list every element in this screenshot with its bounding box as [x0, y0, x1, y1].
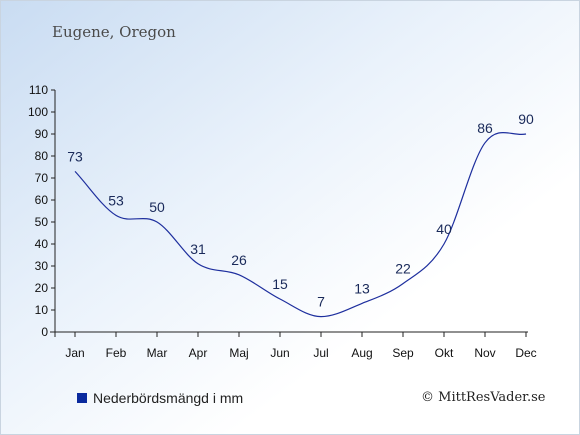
data-label: 86 [477, 120, 493, 136]
data-label: 26 [231, 252, 247, 268]
x-tick-label: Jul [313, 346, 328, 360]
data-label: 13 [354, 280, 370, 296]
x-tick-label: Aug [351, 346, 372, 360]
y-tick-label: 80 [35, 149, 49, 163]
data-label: 22 [395, 261, 411, 277]
x-tick-label: Feb [106, 346, 127, 360]
data-label: 53 [108, 192, 124, 208]
x-tick-label: Jun [270, 346, 289, 360]
y-tick-label: 100 [28, 105, 48, 119]
y-tick-label: 0 [41, 325, 48, 339]
y-tick-label: 50 [35, 215, 49, 229]
legend-label: Nederbördsmängd i mm [93, 390, 244, 406]
y-tick-label: 30 [35, 259, 49, 273]
data-label: 40 [436, 221, 452, 237]
legend: Nederbördsmängd i mm [77, 390, 243, 406]
x-tick-label: Mar [147, 346, 168, 360]
data-label: 90 [518, 111, 534, 127]
data-label: 15 [272, 276, 288, 292]
y-tick-label: 20 [35, 281, 49, 295]
data-label: 50 [149, 199, 165, 215]
x-tick-label: Nov [474, 346, 495, 360]
chart-title: Eugene, Oregon [52, 23, 176, 41]
x-tick-label: Apr [189, 346, 208, 360]
x-tick-label: Sep [392, 346, 414, 360]
x-tick-label: Okt [435, 346, 454, 360]
credit-text: © MittResVader.se [421, 390, 546, 405]
y-tick-label: 70 [35, 171, 49, 185]
y-tick-label: 40 [35, 237, 49, 251]
x-tick-label: Maj [229, 346, 248, 360]
x-tick-label: Jan [65, 346, 84, 360]
y-tick-label: 60 [35, 193, 49, 207]
series-line [74, 132, 527, 318]
y-tick-label: 10 [35, 303, 49, 317]
y-tick-label: 90 [35, 127, 49, 141]
data-label: 31 [190, 241, 206, 257]
legend-swatch [77, 393, 87, 403]
data-label: 73 [67, 148, 83, 164]
x-tick-label: Dec [515, 346, 536, 360]
data-label: 7 [317, 294, 325, 310]
y-tick-label: 110 [29, 83, 48, 97]
